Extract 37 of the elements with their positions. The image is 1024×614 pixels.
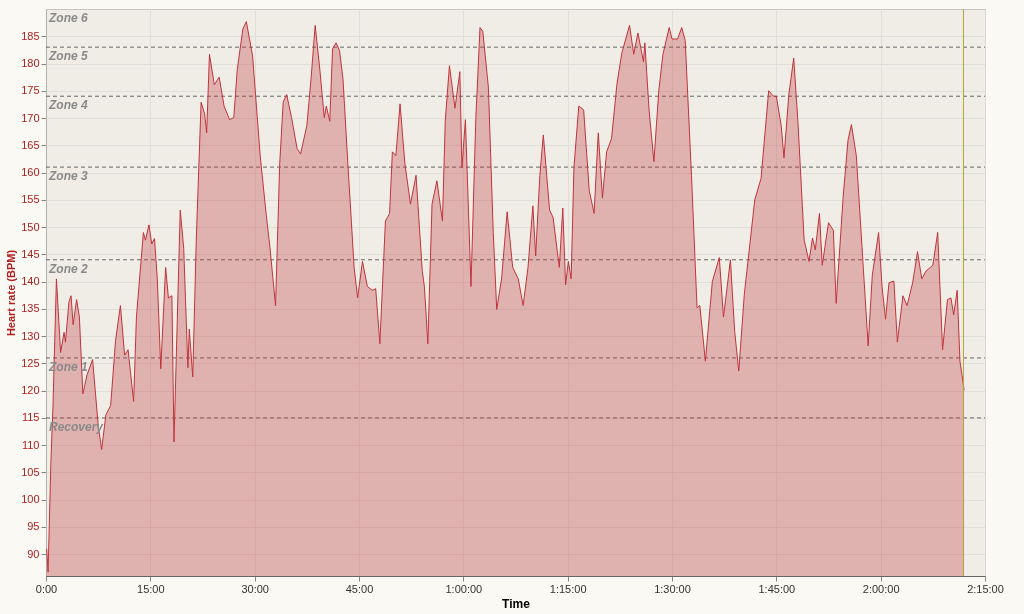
band-label: Zone 3 — [48, 169, 88, 184]
x-tick-label: 30:00 — [241, 582, 269, 595]
x-tick-label: 45:00 — [345, 582, 374, 595]
x-tick-label: 2:00:00 — [862, 582, 900, 595]
y-tick-label: 175 — [21, 84, 40, 97]
x-tick-label: 1:15:00 — [549, 582, 587, 595]
y-tick-label: 160 — [21, 166, 40, 179]
band-label: Zone 2 — [48, 261, 88, 276]
y-tick-label: 180 — [21, 57, 40, 70]
x-tick-label: 2:15:00 — [967, 582, 1004, 595]
band-label: Zone 5 — [48, 49, 88, 64]
band-label: Zone 4 — [48, 98, 88, 113]
x-tick-label: 0:00 — [35, 582, 58, 595]
x-tick-label: 15:00 — [137, 582, 165, 595]
y-tick-label: 130 — [21, 329, 40, 342]
y-tick-label: 115 — [21, 411, 40, 424]
y-tick-label: 165 — [21, 138, 40, 151]
y-tick-label: 145 — [21, 247, 40, 260]
band-label: Zone 6 — [48, 11, 88, 25]
y-tick-label: 150 — [21, 220, 40, 233]
y-tick-label: 155 — [21, 193, 40, 206]
y-tick-label: 90 — [27, 547, 40, 560]
x-tick-label: 1:00:00 — [445, 582, 483, 595]
y-tick-label: 110 — [21, 438, 40, 451]
y-tick-label: 95 — [27, 520, 40, 533]
y-tick-label: 185 — [21, 29, 40, 42]
x-tick-label: 1:45:00 — [758, 582, 796, 595]
y-tick-label: 125 — [21, 356, 40, 369]
x-axis-title: Time — [502, 596, 531, 611]
y-tick-label: 105 — [21, 465, 40, 478]
x-tick-label: 1:30:00 — [654, 582, 691, 595]
y-tick-label: 170 — [21, 111, 40, 124]
y-tick-label: 140 — [21, 275, 40, 288]
y-tick-label: 120 — [21, 384, 40, 397]
y-tick-label: 135 — [21, 302, 40, 315]
y-tick-label: 100 — [21, 493, 40, 506]
y-axis-title: Heart rate (BPM) — [5, 249, 18, 337]
